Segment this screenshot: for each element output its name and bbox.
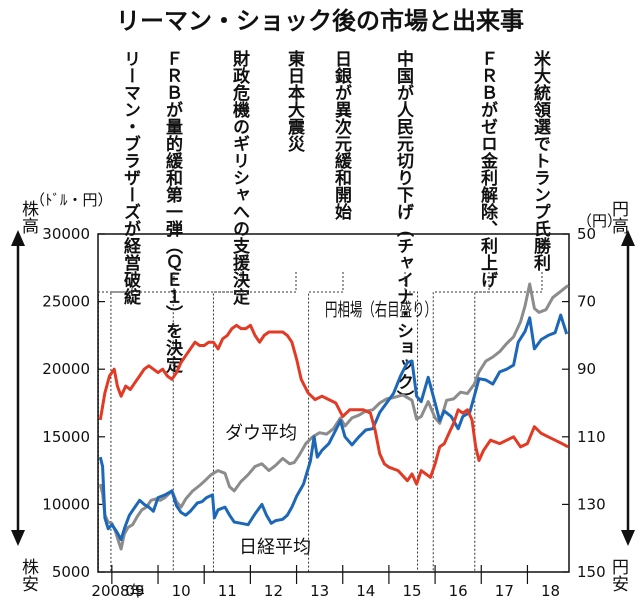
event-leader <box>432 272 490 572</box>
event-leader <box>172 272 242 572</box>
left-tick-label: 10000 <box>42 495 90 513</box>
x-tick-label: 15 <box>402 582 421 600</box>
right-tick-label: 90 <box>577 360 596 378</box>
event-leader <box>308 272 344 572</box>
right-tick-label: 110 <box>577 428 606 446</box>
event-2: ＦＲＢが量的緩和第一弾（ＱＥ１）を決定 <box>110 50 183 572</box>
left-tick-label: 20000 <box>42 360 90 378</box>
event-leader <box>404 272 419 572</box>
right-axis-top-label: 円高 <box>608 200 628 235</box>
event-label: 東日本大震災 <box>284 49 306 153</box>
event-4: 東日本大震災 <box>212 49 306 572</box>
chart-title: リーマン・ショック後の市場と出来事 <box>116 7 524 35</box>
right-tick-label: 50 <box>577 225 596 243</box>
right-axis-arrow-up <box>621 230 635 246</box>
event-3: 財政危機のギリシャへの支援決定 <box>172 49 251 572</box>
left-axis-bottom-label: 株安 <box>18 558 39 592</box>
x-tick-label: 10 <box>172 582 191 600</box>
event-leader <box>474 272 543 572</box>
series-line-nikkei <box>98 313 569 542</box>
left-tick-label: 25000 <box>42 293 90 311</box>
series-label-nikkei: 日経平均 <box>239 537 311 558</box>
left-axis-unit: （ﾄﾞﾙ・円） <box>30 191 113 209</box>
series-line-yen <box>98 323 569 486</box>
left-axis-arrow-up <box>11 230 25 246</box>
axes: 30000 25000 20000 15000 10000 5000 50 70 90 110 13… <box>11 191 635 600</box>
event-label: ＦＲＢがゼロ金利解除、利上げ <box>477 50 499 288</box>
left-axis-top-label: 株高 <box>18 200 39 235</box>
event-label: 財政危機のギリシャへの支援決定 <box>229 49 251 306</box>
right-axis-arrow-down <box>621 530 635 546</box>
event-label: リーマン・ブラザーズが経営破綻 <box>120 50 141 306</box>
event-label: 日銀が異次元緩和開始 <box>331 50 352 221</box>
event-label: ＦＲＢが量的緩和第一弾（ＱＥ１）を決定 <box>162 50 183 374</box>
x-tick-label: 13 <box>310 582 329 600</box>
x-tick-label: 14 <box>356 582 375 600</box>
left-tick-label: 15000 <box>42 428 90 446</box>
right-axis-bottom-label: 円安 <box>608 558 628 592</box>
x-tick-label: 12 <box>264 582 283 600</box>
x-tick-label: 17 <box>495 582 514 600</box>
event-8: 米大統領選でトランプ氏勝利 <box>474 49 551 572</box>
x-tick-label: 11 <box>218 582 237 600</box>
right-tick-label: 70 <box>577 293 596 311</box>
plot-frame <box>97 233 570 573</box>
event-leader <box>212 272 297 572</box>
event-5: 日銀が異次元緩和開始 <box>308 50 352 572</box>
event-leader <box>110 272 175 572</box>
event-7: ＦＲＢがゼロ金利解除、利上げ <box>432 50 499 572</box>
x-tick-label: 16 <box>449 582 468 600</box>
left-axis-arrow-down <box>11 530 25 546</box>
left-tick-label: 30000 <box>42 225 90 243</box>
left-tick-label: 5000 <box>52 563 90 581</box>
x-tick-label: 09 <box>125 582 144 600</box>
x-tick-label: 2008年 <box>91 582 144 600</box>
x-tick-label: 18 <box>541 582 560 600</box>
right-tick-label: 150 <box>577 563 606 581</box>
event-label: 米大統領選でトランプ氏勝利 <box>530 49 551 272</box>
series-line-dow <box>98 282 570 551</box>
series-lines <box>98 282 570 551</box>
event-6: 中国が人民元切り下げ（チャイナ・ショック） <box>393 49 419 572</box>
series-label-dow: ダウ平均 <box>225 423 297 444</box>
event-annotations: リーマン・ブラザーズが経営破綻 ＦＲＢが量的緩和第一弾（ＱＥ１）を決定 財政危機のギ… <box>97 49 551 572</box>
series-label-yen: 円相場（右目盛り） <box>325 300 437 321</box>
right-tick-label: 130 <box>577 495 606 513</box>
event-label: 中国が人民元切り下げ（チャイナ・ショック） <box>393 49 414 407</box>
right-axis-unit: （円） <box>577 212 622 230</box>
